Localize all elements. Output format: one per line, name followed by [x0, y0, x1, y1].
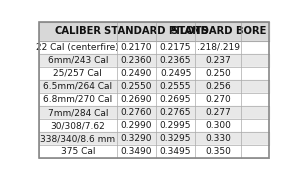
- Bar: [39, 93, 269, 106]
- Text: 0.2495: 0.2495: [160, 69, 191, 78]
- Text: 0.3290: 0.3290: [121, 134, 152, 143]
- Text: 0.2550: 0.2550: [121, 82, 152, 91]
- Text: 0.237: 0.237: [205, 56, 231, 65]
- Text: 6.8mm/270 Cal: 6.8mm/270 Cal: [43, 95, 112, 104]
- Text: 0.300: 0.300: [205, 121, 231, 130]
- Text: 7mm/284 Cal: 7mm/284 Cal: [47, 108, 108, 117]
- Text: 0.2365: 0.2365: [160, 56, 191, 65]
- Text: 0.2765: 0.2765: [160, 108, 191, 117]
- Text: 0.2995: 0.2995: [160, 121, 191, 130]
- Text: .218/.219: .218/.219: [197, 43, 240, 52]
- Text: 6.5mm/264 Cal: 6.5mm/264 Cal: [43, 82, 112, 91]
- Text: 0.330: 0.330: [205, 134, 231, 143]
- Text: 0.2490: 0.2490: [121, 69, 152, 78]
- Text: 30/308/7.62: 30/308/7.62: [50, 121, 105, 130]
- Text: 0.270: 0.270: [205, 95, 231, 104]
- Text: 0.2990: 0.2990: [121, 121, 152, 130]
- Text: 6mm/243 Cal: 6mm/243 Cal: [47, 56, 108, 65]
- Text: CALIBER: CALIBER: [54, 26, 101, 36]
- Bar: [39, 106, 269, 119]
- Text: 0.2695: 0.2695: [160, 95, 191, 104]
- Bar: [39, 54, 269, 67]
- Text: 0.250: 0.250: [205, 69, 231, 78]
- Text: 0.3490: 0.3490: [121, 147, 152, 156]
- Text: 0.277: 0.277: [205, 108, 231, 117]
- Text: 0.2170: 0.2170: [121, 43, 152, 52]
- Bar: [39, 119, 269, 132]
- Text: 0.256: 0.256: [205, 82, 231, 91]
- Text: 0.2360: 0.2360: [121, 56, 152, 65]
- Text: 0.350: 0.350: [205, 147, 231, 156]
- Text: 0.2555: 0.2555: [160, 82, 191, 91]
- Text: 338/340/8.6 mm: 338/340/8.6 mm: [40, 134, 116, 143]
- Bar: [39, 80, 269, 93]
- Text: 0.2690: 0.2690: [121, 95, 152, 104]
- Text: STANDARD PILOTS: STANDARD PILOTS: [104, 26, 208, 36]
- Text: STANDARD BORE: STANDARD BORE: [170, 26, 266, 36]
- Bar: [39, 132, 269, 145]
- Text: 25/257 Cal: 25/257 Cal: [53, 69, 102, 78]
- Text: 22 Cal (centerfire): 22 Cal (centerfire): [36, 43, 119, 52]
- Text: 0.3295: 0.3295: [160, 134, 191, 143]
- Text: 0.2175: 0.2175: [160, 43, 191, 52]
- Bar: [39, 41, 269, 54]
- Bar: [39, 67, 269, 80]
- Text: 0.2760: 0.2760: [121, 108, 152, 117]
- Bar: [39, 145, 269, 158]
- Text: 0.3495: 0.3495: [160, 147, 191, 156]
- Text: 375 Cal: 375 Cal: [61, 147, 95, 156]
